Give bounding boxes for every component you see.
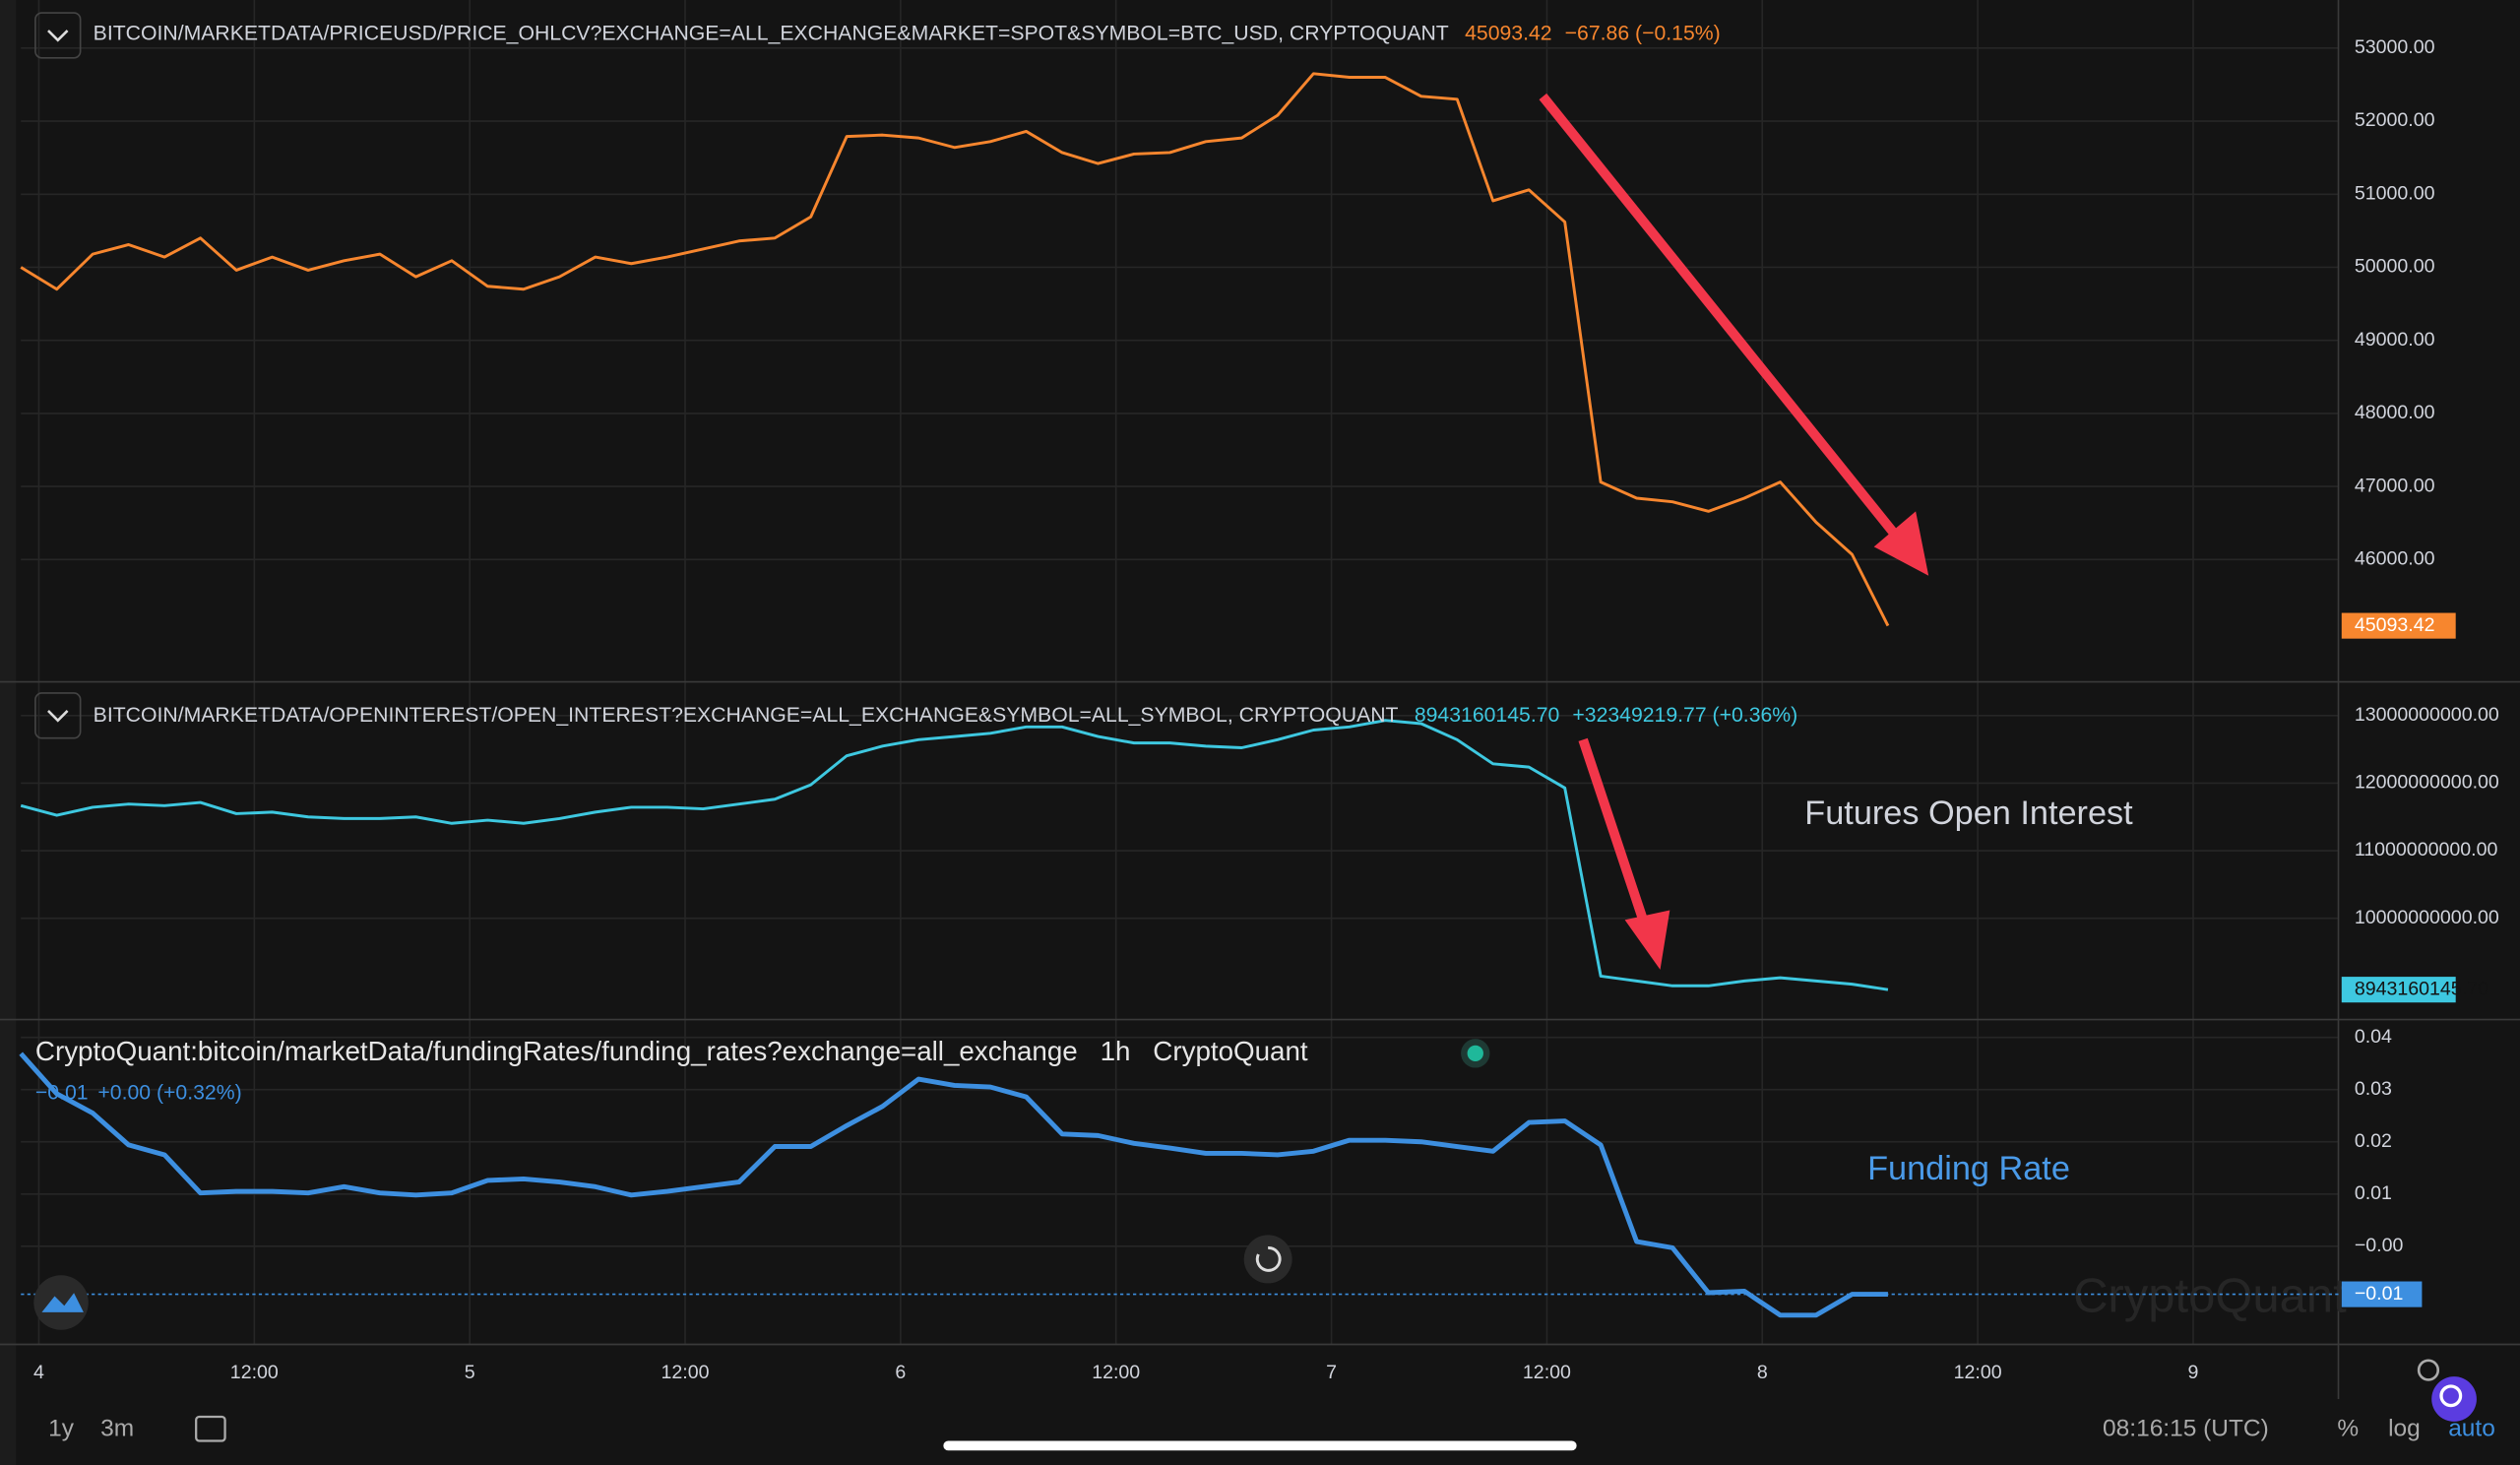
x-tick-label: 7 <box>1326 1362 1337 1383</box>
x-tick-label: 6 <box>895 1362 906 1383</box>
reset-button[interactable] <box>1243 1235 1292 1284</box>
status-dot <box>1467 1045 1483 1062</box>
left-strip <box>0 0 17 1465</box>
scale-button[interactable]: % <box>2337 1416 2359 1442</box>
x-tick-label: 5 <box>465 1362 475 1383</box>
series-title: BITCOIN/MARKETDATA/OPENINTEREST/OPEN_INT… <box>94 703 1399 726</box>
y-tick-label: 53000.00 <box>2355 36 2435 58</box>
series-title: CryptoQuant:bitcoin/marketData/fundingRa… <box>35 1036 1078 1066</box>
collapse-button[interactable] <box>34 12 82 59</box>
clock: 08:16:15 (UTC) <box>2103 1416 2269 1442</box>
last-value-badge <box>2341 612 2456 639</box>
range-button[interactable]: 1y <box>48 1416 75 1442</box>
y-tick-label: 0.02 <box>2355 1130 2392 1152</box>
last-value-badge <box>2341 1281 2423 1307</box>
pane-header: BITCOIN/MARKETDATA/OPENINTEREST/OPEN_INT… <box>94 703 1798 726</box>
grid-layer <box>21 0 2339 1345</box>
y-tick-label: 10000000000.00 <box>2355 907 2499 928</box>
series-title: BITCOIN/MARKETDATA/PRICEUSD/PRICE_OHLCV?… <box>94 22 1449 44</box>
arrow-head <box>1873 511 1929 576</box>
y-tick-label: 0.04 <box>2355 1026 2392 1048</box>
chevron-icon <box>47 710 69 723</box>
change-value: +32349219.77 (+0.36%) <box>1572 703 1797 726</box>
x-tick-label: 8 <box>1757 1362 1768 1383</box>
x-tick-label: 12:00 <box>230 1362 279 1383</box>
trend-arrow <box>1578 737 1653 934</box>
logo-icon <box>41 1293 84 1312</box>
interval: 1h <box>1101 1036 1131 1066</box>
source: CryptoQuant <box>1153 1036 1308 1066</box>
home-indicator <box>943 1440 1577 1451</box>
date-range-button[interactable] <box>195 1415 226 1442</box>
chevron-icon <box>47 30 69 42</box>
data-line <box>19 1051 1888 1318</box>
collapse-button[interactable] <box>34 692 82 739</box>
y-tick-label: 0.01 <box>2355 1182 2392 1204</box>
x-tick-label: 12:00 <box>662 1362 710 1383</box>
y-tick-label: 0.03 <box>2355 1078 2392 1100</box>
range-button[interactable]: 3m <box>100 1416 134 1442</box>
search-icon <box>2439 1384 2463 1408</box>
x-tick-label: 4 <box>33 1362 44 1383</box>
last-value: −0.01 <box>35 1081 89 1104</box>
change-value: +0.00 (+0.32%) <box>97 1081 241 1104</box>
y-tick-label: −0.00 <box>2355 1235 2404 1256</box>
scale-button[interactable]: log <box>2388 1416 2421 1442</box>
pane-values: −0.01 +0.00 (+0.32%) <box>35 1081 242 1104</box>
last-value-label: 45093.42 <box>2355 614 2435 636</box>
pane-header: CryptoQuant:bitcoin/marketData/fundingRa… <box>35 1036 1308 1066</box>
y-tick-label: 48000.00 <box>2355 402 2435 423</box>
watermark: CryptoQuant <box>2073 1270 2347 1323</box>
x-tick-label: 12:00 <box>1092 1362 1140 1383</box>
trend-arrow <box>1539 93 1904 543</box>
last-value-label: −0.01 <box>2355 1283 2404 1305</box>
y-tick-label: 46000.00 <box>2355 547 2435 569</box>
pane-header: BITCOIN/MARKETDATA/PRICEUSD/PRICE_OHLCV?… <box>94 22 1721 44</box>
y-tick-label: 12000000000.00 <box>2355 772 2499 794</box>
arrow-head <box>1624 910 1670 970</box>
x-tick-label: 9 <box>2188 1362 2199 1383</box>
y-tick-label: 49000.00 <box>2355 329 2435 350</box>
x-tick-label: 12:00 <box>1523 1362 1571 1383</box>
settings-button[interactable] <box>2417 1359 2440 1381</box>
y-tick-label: 47000.00 <box>2355 475 2435 496</box>
y-tick-label: 11000000000.00 <box>2355 839 2498 860</box>
last-value: 8943160145.70 <box>1415 703 1559 726</box>
y-tick-label: 13000000000.00 <box>2355 704 2499 726</box>
y-tick-label: 50000.00 <box>2355 256 2435 278</box>
last-value: 45093.42 <box>1465 22 1551 44</box>
y-tick-label: 52000.00 <box>2355 109 2435 131</box>
reset-icon <box>1255 1246 1282 1272</box>
data-line <box>20 719 1889 991</box>
last-value-badge <box>2341 977 2456 1003</box>
y-tick-label: 51000.00 <box>2355 182 2435 204</box>
search-button[interactable] <box>2431 1376 2477 1422</box>
x-tick-label: 12:00 <box>1954 1362 2002 1383</box>
plot-layer <box>19 72 2339 1318</box>
annotation: Futures Open Interest <box>1804 795 2133 832</box>
annotation: Funding Rate <box>1867 1150 2070 1187</box>
data-line <box>20 72 1890 627</box>
scale-button[interactable]: auto <box>2448 1416 2495 1442</box>
logo-button[interactable] <box>33 1275 89 1330</box>
last-value-label: 8943160145.70 <box>2355 978 2488 999</box>
change-value: −67.86 (−0.15%) <box>1565 22 1721 44</box>
